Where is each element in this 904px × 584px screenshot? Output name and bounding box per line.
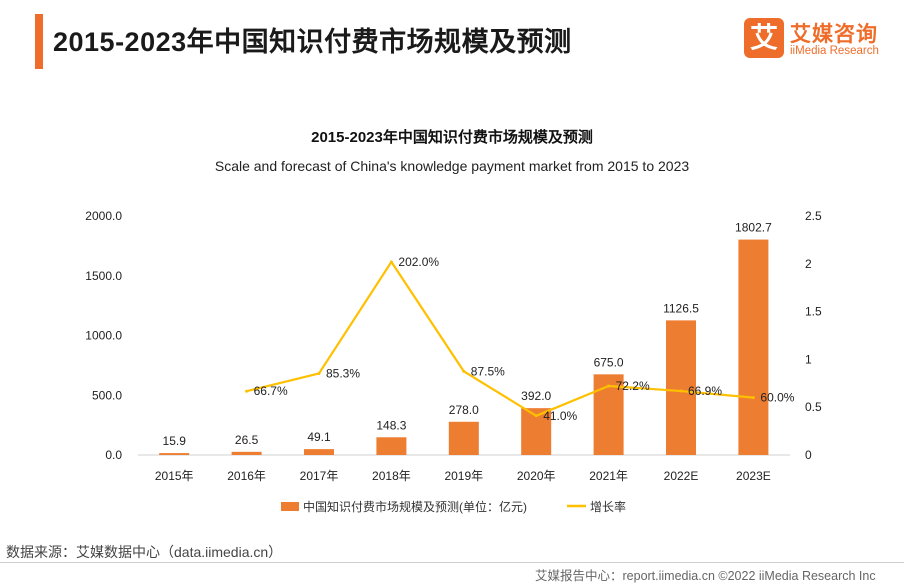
bar-0 [159, 453, 190, 455]
y-right-tick-0: 0 [805, 448, 812, 462]
bar-value-label-4: 278.0 [449, 403, 479, 417]
y-left-tick-3: 1500.0 [85, 269, 122, 283]
growth-label-5: 41.0% [543, 409, 577, 423]
bar-7 [666, 320, 696, 455]
bar-value-label-5: 392.0 [521, 389, 551, 403]
data-labels: 15.9 26.5 49.1 148.3 278.0 392.0 675.0 1126.5 18… [163, 221, 795, 449]
y-left-tick-1: 500.0 [92, 388, 122, 402]
y-right-tick-2: 1 [805, 352, 812, 366]
growth-point-2 [317, 371, 321, 375]
chart-title: 2015-2023年中国知识付费市场规模及预测 [311, 128, 593, 146]
bar-value-label-7: 1126.5 [663, 301, 699, 315]
growth-point-3 [389, 260, 393, 264]
title-accent-bar [35, 14, 43, 69]
growth-point-7 [679, 389, 683, 393]
growth-label-7: 66.9% [688, 384, 722, 398]
x-tick-label-2: 2017年 [300, 469, 339, 483]
legend: 中国知识付费市场规模及预测(单位：亿元) 增长率 [281, 499, 626, 514]
x-tick-label-1: 2016年 [227, 469, 266, 483]
growth-label-8: 60.0% [760, 391, 794, 405]
footer-text: 艾媒报告中心：report.iimedia.cn ©2022 iiMedia R… [535, 569, 876, 583]
x-tick-label-0: 2015年 [155, 469, 194, 483]
bar-1 [231, 451, 262, 455]
growth-point-4 [462, 369, 466, 373]
y-right-tick-1: 0.5 [805, 400, 822, 414]
y-left-tick-4: 2000.0 [85, 209, 122, 223]
iimedia-logo: 艾 艾媒咨询 iiMedia Research [744, 18, 894, 64]
page-title: 2015-2023年中国知识付费市场规模及预测 [53, 27, 572, 57]
x-tick-label-7: 2022E [664, 469, 699, 483]
growth-label-2: 85.3% [326, 366, 360, 380]
bar-value-label-6: 675.0 [594, 355, 624, 369]
legend-bar-swatch [281, 502, 299, 511]
footer-divider [0, 562, 904, 563]
bar-2 [304, 449, 334, 455]
growth-point-6 [607, 384, 611, 388]
growth-line-series [245, 260, 755, 418]
y-right-tick-4: 2 [805, 257, 812, 271]
growth-point-8 [751, 396, 755, 400]
bar-value-label-3: 148.3 [376, 418, 406, 432]
growth-label-1: 66.7% [254, 384, 288, 398]
x-tick-label-8: 2023E [736, 469, 771, 483]
bar-value-label-0: 15.9 [163, 434, 187, 448]
data-source: 数据来源：艾媒数据中心（data.iimedia.cn） [6, 544, 283, 560]
legend-bar-label: 中国知识付费市场规模及预测(单位：亿元) [303, 499, 527, 514]
x-tick-label-4: 2019年 [444, 469, 483, 483]
bar-4 [448, 421, 479, 455]
bar-series [159, 239, 769, 455]
x-tick-label-5: 2020年 [517, 469, 556, 483]
growth-line [246, 260, 754, 417]
bar-value-label-1: 26.5 [235, 433, 259, 447]
bar-value-label-2: 49.1 [307, 430, 331, 444]
y-right-tick-3: 1.5 [805, 305, 822, 319]
bar-6 [593, 374, 624, 455]
logo-name-cn: 艾媒咨询 [790, 23, 878, 46]
legend-line-label: 增长率 [590, 499, 626, 514]
bar-value-label-8: 1802.7 [735, 221, 772, 235]
x-tick-label-3: 2018年 [372, 469, 411, 483]
logo-mark: 艾 [744, 18, 784, 58]
y-left-tick-2: 1000.0 [85, 329, 122, 343]
bar-8 [738, 239, 769, 455]
growth-label-3: 202.0% [398, 255, 439, 269]
growth-label-4: 87.5% [471, 364, 505, 378]
growth-point-1 [245, 389, 249, 393]
bar-3 [376, 437, 407, 455]
logo-name-en: iiMedia Research [790, 45, 879, 57]
x-tick-label-6: 2021年 [589, 469, 628, 483]
axes: 2015年 2016年 2017年 2018年 2019年 2020年 2021年 2022E… [85, 209, 822, 483]
chart-subtitle: Scale and forecast of China's knowledge … [215, 158, 689, 174]
growth-label-6: 72.2% [616, 379, 650, 393]
y-right-tick-5: 2.5 [805, 209, 822, 223]
growth-point-5 [534, 414, 538, 418]
y-left-tick-0: 0.0 [105, 448, 122, 462]
